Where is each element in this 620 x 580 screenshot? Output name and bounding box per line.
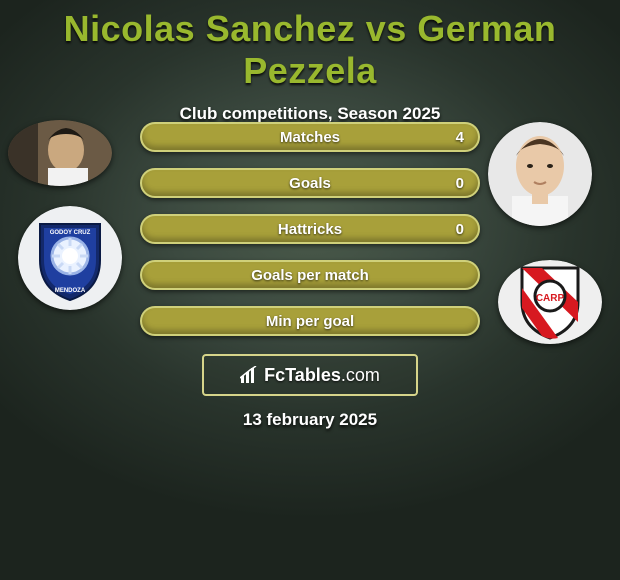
stat-label: Hattricks (278, 221, 342, 238)
stat-value-right: 0 (456, 221, 464, 238)
page-title: Nicolas Sanchez vs German Pezzela (0, 0, 620, 92)
stats-container: Matches 4 Goals 0 Hattricks 0 Goals per … (140, 122, 480, 352)
brand-name: FcTables.com (264, 365, 380, 386)
stat-value-right: 0 (456, 175, 464, 192)
brand-box: FcTables.com (202, 354, 418, 396)
stat-row-hattricks: Hattricks 0 (140, 214, 480, 244)
svg-text:GODOY CRUZ: GODOY CRUZ (50, 230, 91, 236)
bar-chart-icon (240, 366, 258, 384)
stat-label: Goals (289, 175, 331, 192)
stat-label: Matches (280, 129, 340, 146)
stat-row-goals: Goals 0 (140, 168, 480, 198)
svg-text:MENDOZA: MENDOZA (55, 288, 86, 294)
date-label: 13 february 2025 (0, 410, 620, 430)
stat-value-right: 4 (456, 129, 464, 146)
player2-club-badge: CARP (498, 260, 602, 344)
stat-row-min-per-goal: Min per goal (140, 306, 480, 336)
stat-row-matches: Matches 4 (140, 122, 480, 152)
player2-avatar (488, 122, 592, 226)
player1-club-badge: GODOY CRUZ MENDOZA (18, 206, 122, 310)
subtitle: Club competitions, Season 2025 (0, 104, 620, 124)
stat-row-goals-per-match: Goals per match (140, 260, 480, 290)
stat-label: Min per goal (266, 313, 354, 330)
svg-text:CARP: CARP (536, 293, 565, 304)
player1-avatar (8, 120, 112, 186)
stat-label: Goals per match (251, 267, 369, 284)
